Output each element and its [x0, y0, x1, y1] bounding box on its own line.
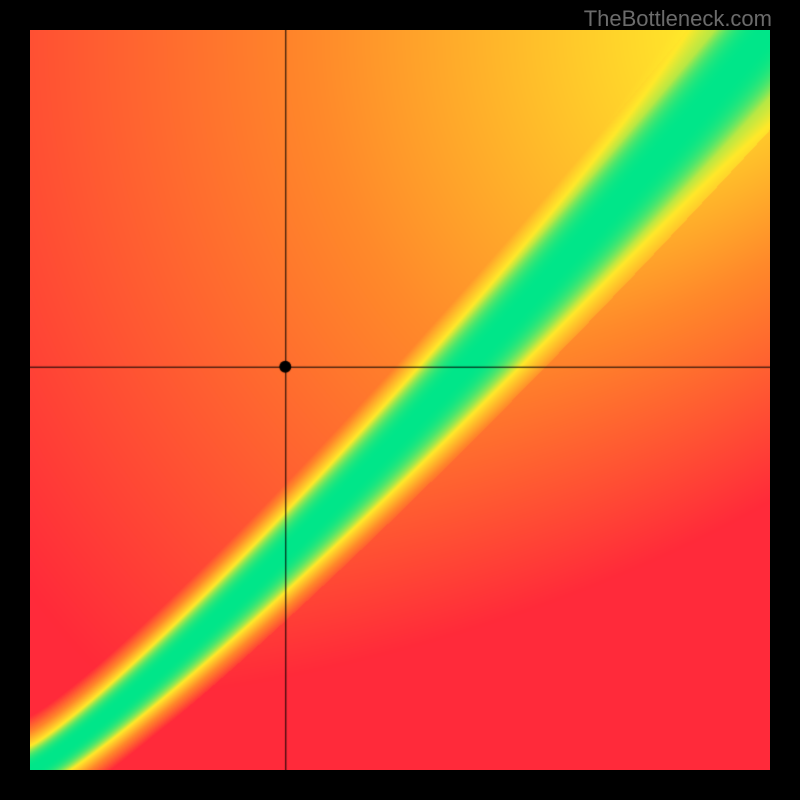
watermark-text: TheBottleneck.com — [584, 6, 772, 32]
chart-container: TheBottleneck.com — [0, 0, 800, 800]
plot-area — [30, 30, 770, 770]
heatmap-canvas — [30, 30, 770, 770]
